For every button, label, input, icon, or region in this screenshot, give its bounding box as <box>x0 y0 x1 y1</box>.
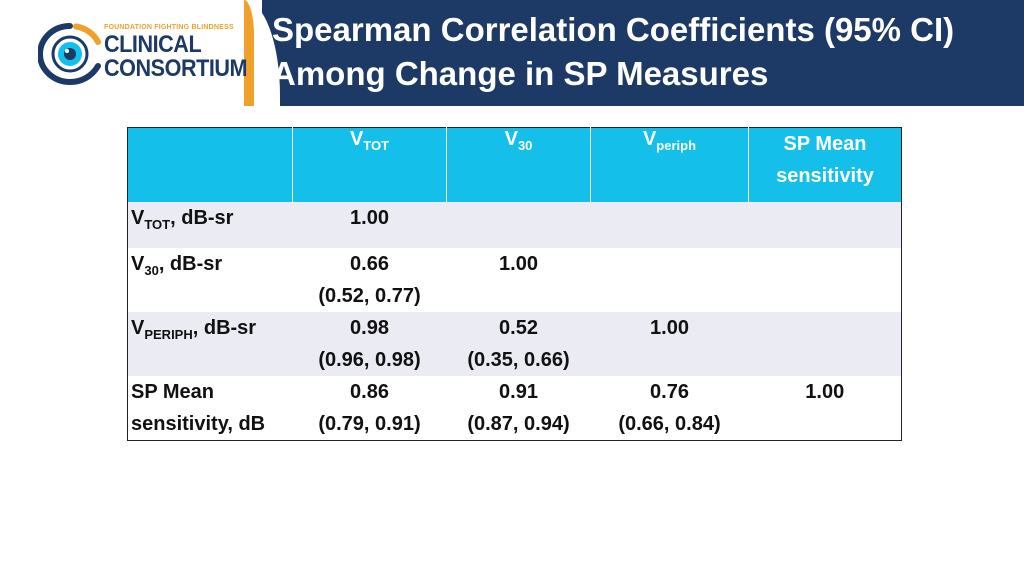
eye-logo-icon <box>38 23 101 86</box>
row-label-sub: TOT <box>144 217 171 232</box>
row-label-v-periph: VPERIPH, dB-sr <box>127 312 293 376</box>
row-label-base: V <box>131 207 145 229</box>
row-label-sub: PERIPH <box>144 327 193 342</box>
cell-ci: (0.35, 0.66) <box>467 349 570 371</box>
cell-value: 0.98 <box>350 317 389 339</box>
cell-ci: (0.66, 0.84) <box>618 413 721 435</box>
row-label-line2: sensitivity, dB <box>131 413 266 435</box>
logo-small-text: FOUNDATION FIGHTING BLINDNESS <box>104 24 234 31</box>
cell-value: 0.66 <box>350 253 389 275</box>
header-sp-mean-sensitivity: SP Mean sensitivity <box>748 127 902 202</box>
header-v-30-sub: 30 <box>517 138 533 153</box>
table-cell: 1.00 <box>292 202 447 248</box>
header-v-30-base: V <box>504 128 518 150</box>
table-cell <box>748 202 902 248</box>
header-v-tot-base: V <box>349 128 364 150</box>
page-title-line2: Among Change in SP Measures <box>272 55 769 92</box>
header-corner-cell <box>127 127 293 202</box>
header-v-tot: VTOT <box>292 127 447 202</box>
row-label-rest: , dB-sr <box>158 253 223 275</box>
table-cell: 0.66 (0.52, 0.77) <box>292 248 447 312</box>
header-v-30: V30 <box>446 127 591 202</box>
table-cell: 0.76 (0.66, 0.84) <box>590 376 749 441</box>
table-cell: 0.91 (0.87, 0.94) <box>446 376 591 441</box>
table-cell <box>748 312 902 376</box>
row-label-rest: , dB-sr <box>192 317 257 339</box>
header-v-periph-base: V <box>642 128 657 150</box>
cell-ci: (0.79, 0.91) <box>318 413 421 435</box>
table-cell <box>748 248 902 312</box>
table-row: V30, dB-sr 0.66 (0.52, 0.77) 1.00 <box>127 248 902 312</box>
cell-value: 0.91 <box>499 381 538 403</box>
table-cell: 1.00 <box>590 312 749 376</box>
cell-ci: (0.87, 0.94) <box>467 413 570 435</box>
correlation-table: VTOT V30 Vperiph SP Mean sensitivity VTOT… <box>127 127 902 441</box>
row-label-base: V <box>131 317 145 339</box>
header-v-periph: Vperiph <box>590 127 749 202</box>
cell-ci: (0.96, 0.98) <box>318 349 421 371</box>
row-label-v-30: V30, dB-sr <box>127 248 293 312</box>
table-row: VPERIPH, dB-sr 0.98 (0.96, 0.98) 0.52 (0.3… <box>127 312 902 376</box>
logo-line-clinical: CLINICAL <box>104 31 202 58</box>
cell-value: 1.00 <box>805 381 845 403</box>
header-v-tot-sub: TOT <box>363 138 390 153</box>
table-cell: 1.00 <box>446 248 591 312</box>
page-title-line1: Spearman Correlation Coefficients (95% C… <box>272 11 955 48</box>
header-sp-mean-line2: sensitivity <box>776 165 874 187</box>
row-label-base: V <box>131 253 145 275</box>
header-sp-mean-line1: SP Mean <box>783 133 867 155</box>
cell-value: 0.52 <box>499 317 538 339</box>
table-cell <box>446 202 591 248</box>
page-title: Spearman Correlation Coefficients (95% C… <box>272 8 1012 96</box>
table-header-row: VTOT V30 Vperiph SP Mean sensitivity <box>127 127 902 202</box>
row-label-line1: SP Mean <box>131 381 214 403</box>
table-cell: 0.52 (0.35, 0.66) <box>446 312 591 376</box>
logo-line-consortium: CONSORTIUM <box>104 55 248 82</box>
table-row: SP Mean sensitivity, dB 0.86 (0.79, 0.91) … <box>127 376 902 441</box>
row-label-sub: 30 <box>144 263 159 278</box>
table-cell: 0.86 (0.79, 0.91) <box>292 376 447 441</box>
header-accent-stripe <box>244 0 254 106</box>
row-label-sp-mean-sensitivity: SP Mean sensitivity, dB <box>127 376 293 441</box>
cell-value: 0.86 <box>350 381 389 403</box>
cell-value: 1.00 <box>650 317 689 339</box>
cell-value: 1.00 <box>350 207 389 229</box>
table-cell: 0.98 (0.96, 0.98) <box>292 312 447 376</box>
row-label-rest: , dB-sr <box>170 207 234 229</box>
table-cell <box>590 248 749 312</box>
table-row: VTOT, dB-sr 1.00 <box>127 202 902 248</box>
table-cell <box>590 202 749 248</box>
table-cell: 1.00 <box>748 376 902 441</box>
cell-value: 0.76 <box>650 381 689 403</box>
cell-ci: (0.52, 0.77) <box>318 285 421 307</box>
header-v-periph-sub: periph <box>656 138 697 153</box>
header-bar: FOUNDATION FIGHTING BLINDNESS CLINICAL C… <box>0 0 1024 106</box>
row-label-v-tot: VTOT, dB-sr <box>127 202 293 248</box>
cell-value: 1.00 <box>499 253 538 275</box>
